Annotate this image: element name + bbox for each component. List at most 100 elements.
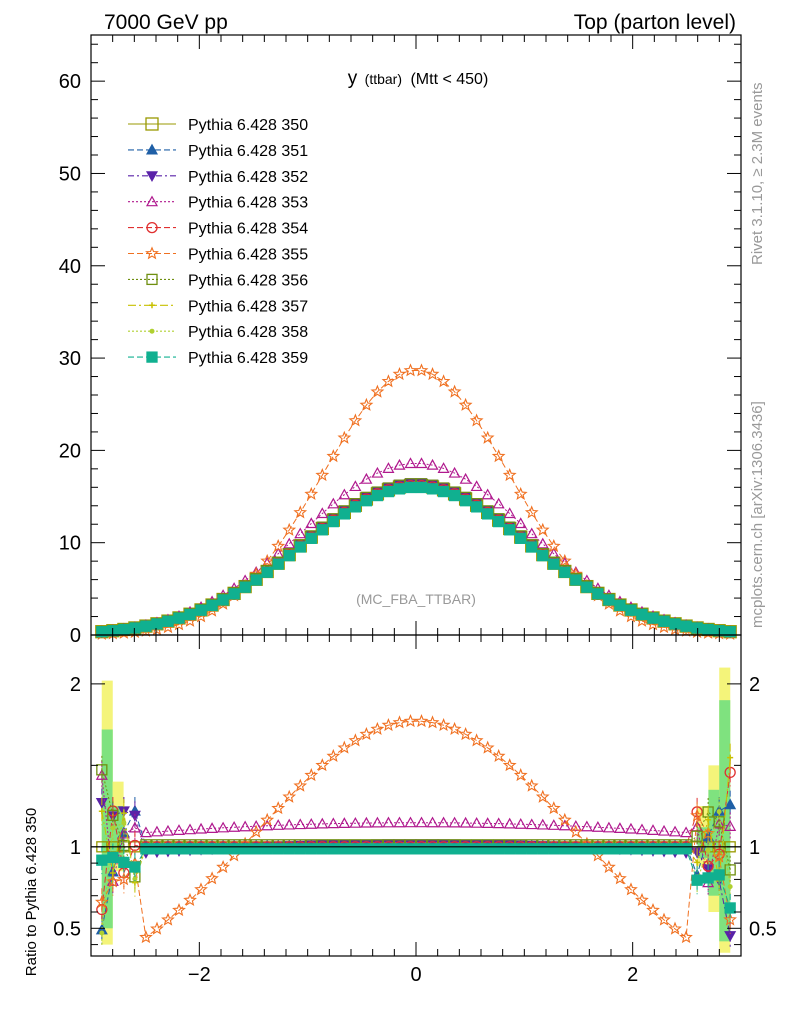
- xtick-label: 0: [410, 964, 421, 986]
- ratio-point: [293, 778, 308, 792]
- main-ytick-label: 40: [59, 256, 81, 278]
- data-point: [349, 480, 362, 492]
- ratio-point: [680, 826, 693, 838]
- data-point: [425, 366, 440, 381]
- ratio-point: [217, 821, 230, 833]
- data-point: [294, 541, 306, 553]
- data-point: [557, 553, 572, 567]
- data-point: [250, 574, 262, 586]
- data-point: [636, 608, 648, 621]
- ratio-point: [194, 882, 208, 896]
- ratio-point: [359, 727, 374, 741]
- ratio-point: [701, 826, 716, 840]
- ratio-point: [150, 921, 164, 935]
- ratio-point: [250, 843, 262, 855]
- data-point: [415, 457, 428, 469]
- data-point: [283, 537, 296, 549]
- ratio-point: [360, 816, 373, 828]
- data-point: [414, 363, 429, 377]
- data-point: [305, 532, 317, 544]
- legend-marker: [149, 302, 155, 309]
- data-point: [614, 599, 626, 612]
- ratio-point: [172, 824, 186, 835]
- ratio-point: [338, 817, 351, 829]
- legend-marker: [145, 195, 159, 207]
- data-point: [371, 466, 384, 478]
- data-point: [680, 620, 692, 632]
- ratio-point: [559, 843, 571, 855]
- ratio-point: [239, 843, 251, 855]
- ratio-point: [658, 843, 670, 855]
- ratio-point: [404, 816, 417, 828]
- series-line: [101, 370, 731, 635]
- ratio-point: [614, 843, 626, 855]
- ratio-point: [426, 843, 439, 855]
- data-point: [195, 604, 207, 616]
- data-point: [327, 497, 340, 509]
- ratio-point: [294, 843, 306, 855]
- data-point: [493, 515, 505, 528]
- ratio-point: [96, 854, 108, 866]
- data-point: [118, 623, 130, 636]
- ratio-point: [716, 809, 722, 815]
- xtick-label: 2: [627, 964, 638, 986]
- ratio-point: [228, 821, 241, 832]
- ratio-point: [613, 822, 626, 834]
- ratio-point: [514, 817, 527, 829]
- ratio-point: [447, 721, 462, 736]
- data-point: [524, 505, 539, 519]
- plot-title-sub: (ttbar): [365, 71, 402, 87]
- ratio-point: [161, 824, 174, 836]
- ratio-point: [470, 816, 483, 828]
- data-point: [381, 374, 396, 388]
- ratio-point: [502, 758, 517, 772]
- ratio-point: [393, 816, 406, 828]
- legend-marker: [145, 117, 159, 131]
- ratio-point: [724, 798, 737, 810]
- ratio-point: [635, 823, 648, 835]
- data-point: [625, 604, 637, 616]
- ratio-point: [239, 820, 252, 832]
- ratio-point: [184, 823, 197, 835]
- data-point: [647, 612, 659, 624]
- ratio-point: [480, 740, 495, 754]
- mcplots-label: mcplots.cern.ch [arXiv:1306.3436]: [749, 401, 766, 628]
- data-point: [481, 488, 494, 500]
- ratio-point: [425, 715, 440, 729]
- ratio-point: [282, 789, 297, 803]
- data-point: [514, 517, 527, 529]
- ratio-point: [370, 721, 385, 736]
- ratio-uncertainty-bands: [101, 667, 731, 953]
- ratio-ytick-label-right: 2: [749, 674, 760, 696]
- ratio-point: [107, 851, 119, 864]
- ratio-point: [601, 860, 616, 874]
- legend-label: Pythia 6.428 354: [188, 221, 308, 238]
- header-left: 7000 GeV pp: [104, 11, 228, 34]
- ratio-point: [283, 843, 295, 855]
- data-point: [426, 458, 439, 470]
- legend-label: Pythia 6.428 359: [188, 350, 308, 367]
- ratio-point: [568, 824, 583, 838]
- rivet-label: Rivet 3.1.10, ≥ 2.3M events: [749, 83, 766, 266]
- ratio-point: [547, 819, 560, 830]
- data-point: [469, 413, 484, 427]
- ratio-point: [261, 819, 274, 831]
- data-point: [581, 581, 593, 593]
- ratio-point: [635, 892, 649, 906]
- legend-label: Pythia 6.428 356: [188, 272, 308, 289]
- ratio-point: [217, 843, 229, 855]
- ratio-point: [724, 902, 736, 914]
- ratio-point: [469, 733, 484, 747]
- main-series-group: [94, 363, 738, 641]
- ratio-point: [624, 882, 638, 896]
- ratio-point: [558, 819, 571, 831]
- legend-marker: [146, 273, 158, 286]
- ratio-ytick-label: 2: [70, 674, 81, 696]
- legend-label: Pythia 6.428 357: [188, 298, 308, 315]
- ratio-frame: [90, 634, 742, 957]
- ratio-point: [459, 843, 472, 855]
- ratio-point: [371, 843, 384, 855]
- legend-marker: [145, 143, 159, 155]
- ratio-point: [283, 818, 296, 830]
